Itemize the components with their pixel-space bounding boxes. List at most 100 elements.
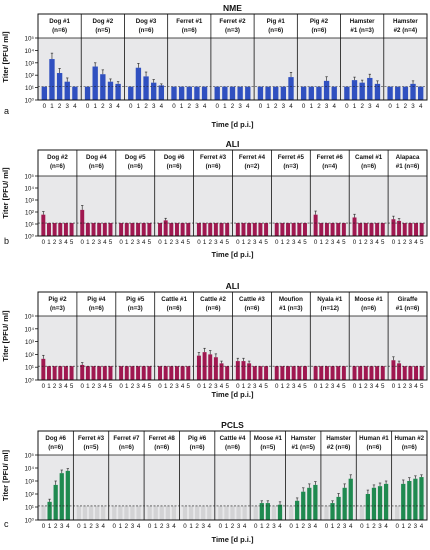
x-tick-label: 3	[368, 103, 372, 110]
data-bar	[419, 477, 424, 520]
x-tick-label: 1	[358, 383, 362, 390]
x-tick-label: 0	[77, 523, 81, 530]
x-tick-label: 4	[414, 239, 418, 246]
data-bar	[174, 223, 179, 236]
subgroup-label: Dog #5	[125, 154, 146, 161]
y-tick-label: 10²	[25, 73, 34, 80]
x-tick-label: 4	[384, 523, 388, 530]
subgroup-header	[297, 14, 341, 38]
subgroup-label: (n=6)	[361, 305, 376, 312]
data-bar	[297, 223, 302, 236]
subgroup-label: #1 (n=6)	[396, 305, 420, 312]
data-bar	[280, 366, 285, 380]
data-bar	[218, 505, 223, 520]
subgroup-header	[108, 431, 145, 455]
x-tick-label: 1	[203, 383, 207, 390]
data-bar	[186, 86, 192, 100]
subgroup-label: Ferret #3	[78, 435, 105, 442]
subgroup-label: (n=6)	[48, 444, 63, 451]
data-bar	[171, 86, 177, 100]
data-bar	[235, 223, 240, 236]
data-bar	[277, 504, 283, 520]
x-tick-label: 5	[264, 383, 268, 390]
subgroup-label: Ferret #5	[278, 154, 305, 161]
x-tick-label: 1	[281, 239, 285, 246]
x-tick-label: 3	[201, 523, 205, 530]
x-tick-label: 3	[237, 523, 241, 530]
data-bar	[374, 83, 381, 100]
subgroup-label: Cattle #2	[200, 296, 226, 303]
x-tick-label: 2	[317, 103, 321, 110]
x-tick-label: 3	[152, 103, 156, 110]
x-tick-label: 0	[42, 523, 46, 530]
subgroup: Ferret #3 (n=6) 0 1 2 3 4 5	[193, 150, 233, 246]
subgroup-label: Pig #1	[267, 18, 286, 25]
x-tick-label: 3	[238, 103, 242, 110]
x-tick-label: 2	[360, 103, 364, 110]
x-tick-label: 2	[89, 523, 93, 530]
x-tick-label: 3	[325, 103, 329, 110]
data-bar	[41, 86, 47, 100]
x-tick-label: 4	[298, 383, 302, 390]
subgroup-header	[144, 431, 180, 455]
x-tick-label: 0	[302, 103, 306, 110]
data-bar	[214, 86, 220, 100]
x-tick-label: 5	[70, 239, 74, 246]
data-bar	[313, 366, 318, 380]
x-tick-label: 4	[64, 239, 68, 246]
x-tick-label: 3	[253, 383, 257, 390]
x-tick-label: 3	[282, 103, 286, 110]
panel-letter: c	[4, 519, 9, 529]
data-bar	[196, 223, 201, 236]
data-bar	[319, 223, 324, 236]
subgroup: Dog #2 (n=5) 0 1 2 3 4	[80, 14, 125, 110]
subgroup-label: (n=5)	[84, 444, 99, 451]
subgroup: Hamster #1 (n=3) 0 1 2 3 4	[340, 14, 384, 110]
subgroup: Ferret #6 (n=4) 0 1 2 3 4 5	[309, 150, 350, 246]
data-bar	[47, 501, 52, 520]
x-tick-label: 4	[349, 523, 353, 530]
y-tick-label: 10⁵	[25, 36, 35, 43]
subgroup-header	[310, 292, 350, 316]
x-tick-label: 0	[119, 383, 123, 390]
subgroup: Ferret #4 (n=2) 0 1 2 3 4 5	[232, 150, 272, 246]
x-tick-label: 4	[298, 239, 302, 246]
data-bar	[330, 366, 335, 380]
x-tick-label: 5	[70, 383, 74, 390]
x-tick-label: 0	[236, 239, 240, 246]
data-bar	[395, 86, 401, 100]
x-tick-label: 4	[73, 103, 77, 110]
x-tick-label: 0	[259, 103, 263, 110]
y-tick-label: 10²	[25, 492, 34, 499]
subgroup-label: (n=6)	[206, 163, 221, 170]
subgroup-header	[356, 431, 392, 455]
x-tick-label: 3	[109, 103, 113, 110]
data-bar	[380, 223, 385, 236]
data-bar	[88, 505, 94, 520]
subgroup-label: Cattle #1	[161, 296, 187, 303]
x-tick-label: 4	[414, 383, 418, 390]
subgroup: Human #1 (n=6) 0 1 2 3 4	[355, 431, 392, 530]
data-bar	[375, 223, 380, 236]
data-bar	[295, 500, 300, 520]
y-tick-label: 10¹	[25, 85, 34, 92]
subgroup: Cattle #3 (n=6) 0 1 2 3 4 5	[232, 292, 272, 390]
subgroup-label: (n=3)	[50, 305, 65, 312]
subgroup: Moose #1 (n=6) 0 1 2 3 4 5	[348, 292, 389, 390]
data-bar	[414, 223, 419, 236]
x-tick-label: 3	[166, 523, 170, 530]
x-tick-label: 0	[43, 103, 47, 110]
x-tick-label: 2	[92, 239, 96, 246]
x-tick-label: 1	[331, 523, 335, 530]
subgroup: Dog #3 (n=6) 0 1 2 3 4	[124, 14, 168, 110]
x-tick-label: 3	[175, 239, 179, 246]
y-tick-label: 10⁰	[25, 378, 35, 385]
x-tick-label: 1	[402, 523, 406, 530]
subgroup-label: (n=6)	[225, 444, 240, 451]
data-bar	[369, 223, 374, 236]
subgroup-label: (n=6)	[206, 305, 221, 312]
panel-title: ALI	[226, 281, 240, 291]
subgroup-label: Dog #3	[136, 18, 157, 25]
subgroup-label: (n=3)	[128, 305, 143, 312]
subgroup-label: Moose #1	[254, 435, 283, 442]
